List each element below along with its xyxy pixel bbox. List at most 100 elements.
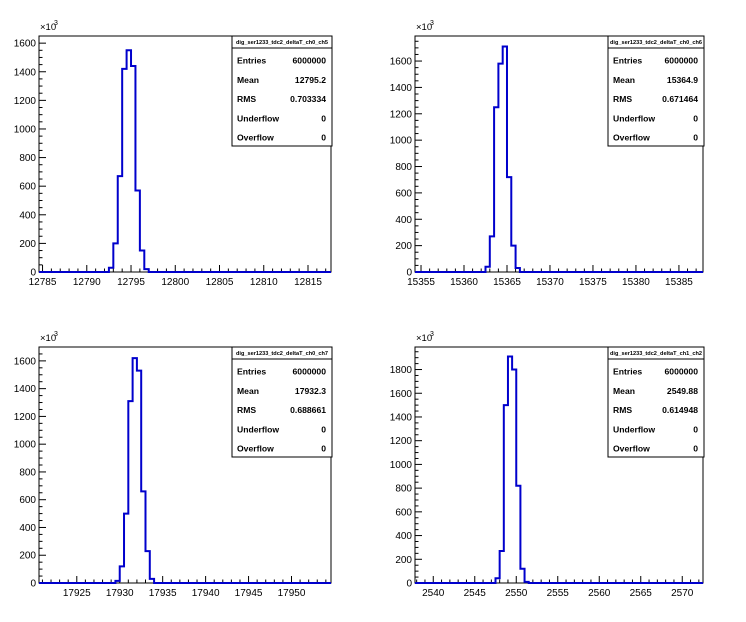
x-tick-label: 12785 <box>29 277 57 288</box>
y-tick-label: 800 <box>19 467 36 478</box>
stats-box <box>231 35 333 147</box>
histogram-line <box>415 355 703 584</box>
stats-label-entries: Entries <box>613 367 642 377</box>
y-tick-label: 0 <box>30 268 36 279</box>
x-tick-label: 15370 <box>536 277 564 288</box>
y-tick-label: 800 <box>395 162 412 173</box>
stats-title: dig_ser1233_tdc2_deltaT_ch0_ch7 <box>236 351 328 357</box>
y-tick-label: 1400 <box>390 412 413 423</box>
stats-value-rms: 0.688661 <box>290 405 326 415</box>
y-tick-label: 1200 <box>390 109 413 120</box>
x-tick-label: 12790 <box>73 277 101 288</box>
y-tick-label: 1000 <box>14 124 37 135</box>
x-tick-label: 15360 <box>450 277 478 288</box>
y-tick-label: 1000 <box>14 440 37 451</box>
y-tick-label: 1600 <box>390 389 413 400</box>
x-tick-label: 2540 <box>422 588 445 599</box>
stats-label-rms: RMS <box>237 94 256 104</box>
y-tick-label: 400 <box>19 210 36 221</box>
stats-value-entries: 6000000 <box>293 367 327 377</box>
x-tick-label: 2570 <box>671 588 694 599</box>
y-tick-label: 1400 <box>390 83 413 94</box>
stats-title: dig_ser1233_tdc2_deltaT_ch1_ch2 <box>610 351 702 357</box>
stats-value-overflow: 0 <box>693 133 698 143</box>
stats-value-entries: 6000000 <box>293 56 327 66</box>
stats-label-mean: Mean <box>613 386 635 396</box>
x-tick-label: 15365 <box>493 277 521 288</box>
y-tick-label: 600 <box>395 507 412 518</box>
stats-label-overflow: Overflow <box>237 133 274 143</box>
stats-value-underflow: 0 <box>693 113 698 123</box>
stats-label-underflow: Underflow <box>613 424 655 434</box>
x-tick-label: 17950 <box>278 588 306 599</box>
stats-box <box>607 346 705 458</box>
y-exponent-superscript: 3 <box>430 331 434 338</box>
x-tick-label: 17930 <box>106 588 134 599</box>
x-tick-label: 12805 <box>206 277 234 288</box>
stats-label-overflow: Overflow <box>613 133 650 143</box>
y-exponent-label: ×10 <box>416 22 432 33</box>
stats-label-rms: RMS <box>613 405 632 415</box>
x-tick-label: 2560 <box>588 588 611 599</box>
stats-value-overflow: 0 <box>321 444 326 454</box>
x-tick-label: 17940 <box>192 588 220 599</box>
x-tick-label: 12800 <box>161 277 189 288</box>
stats-label-entries: Entries <box>237 367 266 377</box>
stats-title: dig_ser1233_tdc2_deltaT_ch0_ch6 <box>610 40 702 46</box>
histogram-line <box>39 49 331 273</box>
y-tick-label: 200 <box>19 239 36 250</box>
y-exponent-superscript: 3 <box>430 20 434 27</box>
stats-label-mean: Mean <box>237 386 259 396</box>
y-tick-label: 400 <box>395 215 412 226</box>
y-tick-label: 800 <box>19 153 36 164</box>
y-tick-label: 0 <box>406 579 412 590</box>
stats-value-mean: 17932.3 <box>295 386 326 396</box>
y-exponent-label: ×10 <box>40 333 56 344</box>
y-tick-label: 0 <box>406 268 412 279</box>
histogram-panel-1: 12785 12790 12795 12800 12805 12810 12815 0 200 4… <box>14 20 333 288</box>
stats-value-entries: 6000000 <box>665 367 699 377</box>
y-tick-label: 1600 <box>390 57 413 68</box>
stats-value-underflow: 0 <box>321 424 326 434</box>
stats-label-underflow: Underflow <box>237 113 279 123</box>
stats-label-underflow: Underflow <box>613 113 655 123</box>
x-tick-label: 15385 <box>665 277 693 288</box>
histogram-panel-2: 15355 15360 15365 15370 15375 15380 15385 0 200 4… <box>390 20 705 288</box>
histogram-panel-3: 17925 17930 17935 17940 17945 17950 0 200 400 600… <box>14 331 333 599</box>
stats-label-rms: RMS <box>237 405 256 415</box>
stats-value-entries: 6000000 <box>665 56 699 66</box>
y-exponent-superscript: 3 <box>54 331 58 338</box>
y-tick-label: 1400 <box>14 384 37 395</box>
stats-value-overflow: 0 <box>321 133 326 143</box>
x-tick-label: 17935 <box>149 588 177 599</box>
y-tick-label: 1600 <box>14 39 37 50</box>
y-tick-label: 600 <box>19 495 36 506</box>
y-tick-label: 1200 <box>390 436 413 447</box>
y-tick-label: 400 <box>395 531 412 542</box>
stats-value-rms: 0.703334 <box>290 94 326 104</box>
histogram-line <box>415 45 703 273</box>
stats-label-overflow: Overflow <box>613 444 650 454</box>
stats-label-overflow: Overflow <box>237 444 274 454</box>
y-tick-label: 600 <box>395 188 412 199</box>
y-tick-label: 800 <box>395 484 412 495</box>
y-tick-label: 600 <box>19 182 36 193</box>
stats-title: dig_ser1233_tdc2_deltaT_ch0_ch5 <box>236 40 328 46</box>
histogram-line <box>39 357 331 584</box>
stats-label-underflow: Underflow <box>237 424 279 434</box>
stats-value-overflow: 0 <box>693 444 698 454</box>
x-tick-label: 2565 <box>630 588 653 599</box>
stats-label-entries: Entries <box>613 56 642 66</box>
y-tick-label: 200 <box>19 551 36 562</box>
stats-value-underflow: 0 <box>321 113 326 123</box>
x-tick-label: 15355 <box>407 277 435 288</box>
y-tick-label: 1600 <box>14 356 37 367</box>
x-tick-label: 17945 <box>235 588 263 599</box>
stats-value-rms: 0.614948 <box>662 405 698 415</box>
y-tick-label: 1400 <box>14 67 37 78</box>
x-tick-label: 2555 <box>547 588 570 599</box>
x-tick-label: 2550 <box>505 588 528 599</box>
x-tick-label: 2545 <box>464 588 487 599</box>
stats-value-mean: 12795.2 <box>295 75 326 85</box>
